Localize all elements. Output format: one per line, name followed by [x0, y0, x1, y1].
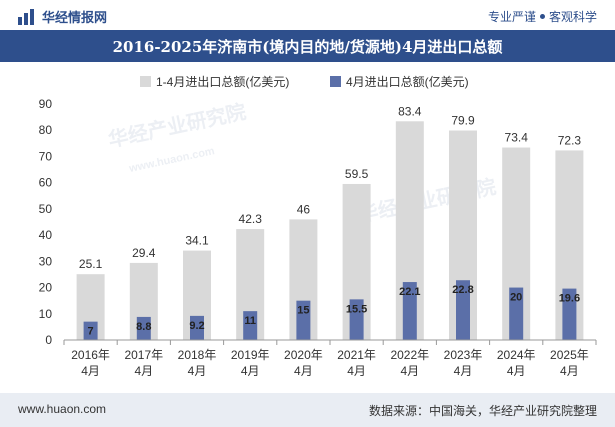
bar-april — [83, 321, 98, 340]
x-axis: 2016年 4月 2017年 4月 2018年 4月 2019年 4月 2020年 4月 2021年… — [63, 339, 597, 378]
bar-chart: 华经产业研究院 华经产业研究院 www.huaon.com 1-4月进出口总额(… — [39, 74, 597, 378]
chart-title: 2016-2025年济南市(境内目的地/货源地)4月进出口总额 — [0, 30, 615, 62]
data-label-april: 15.5 — [346, 303, 367, 315]
bar-april — [509, 287, 524, 340]
bar-april — [456, 280, 470, 340]
bar-april — [349, 299, 364, 340]
y-tick-label: 90 — [39, 97, 53, 111]
dot-separator-icon — [539, 14, 545, 19]
brand-name: 华经情报网 — [42, 10, 108, 25]
y-tick-label: 80 — [39, 123, 53, 137]
data-label-total: 42.3 — [239, 212, 263, 226]
footer-website[interactable]: www.huaon.com — [18, 402, 107, 416]
x-tick-label: 2018年 4月 — [178, 348, 217, 378]
data-label-april: 22.1 — [399, 286, 420, 298]
data-label-total: 34.1 — [185, 234, 209, 248]
data-label-april: 9.2 — [189, 320, 204, 332]
y-tick-label: 20 — [39, 281, 53, 295]
data-label-total: 72.3 — [558, 133, 582, 147]
bar-april — [562, 288, 577, 340]
top-bar: 华经情报网 专业严谨 客观科学 — [0, 0, 615, 30]
y-tick-label: 30 — [39, 254, 53, 268]
data-label-total: 25.1 — [79, 257, 103, 271]
bar-chart-logo-icon — [18, 8, 36, 25]
x-tick-label: 2024年 4月 — [497, 348, 536, 378]
y-tick-label: 10 — [39, 307, 53, 321]
bars: 25.1 7 29.4 8.8 34.1 9.2 42.3 11 46 15 59.5 15.5 83.… — [76, 104, 584, 340]
bar-april — [243, 311, 258, 340]
y-tick-label: 50 — [39, 202, 53, 216]
x-tick-label: 2019年 4月 — [231, 348, 270, 378]
data-label-april: 7 — [88, 326, 94, 338]
data-label-april: 20 — [510, 292, 522, 304]
legend-swatch — [140, 76, 151, 87]
data-label-total: 73.4 — [505, 131, 529, 145]
x-tick-label: 2017年 4月 — [124, 348, 163, 378]
data-label-total: 83.4 — [398, 104, 422, 118]
tagline: 专业严谨 客观科学 — [488, 8, 597, 25]
data-label-april: 11 — [244, 315, 256, 327]
data-label-april: 22.8 — [452, 284, 473, 296]
tagline-left: 专业严谨 — [487, 10, 536, 24]
footer-source: 数据来源：中国海关，华经产业研究院整理 — [368, 404, 597, 418]
watermark-text: 华经产业研究院 — [106, 99, 248, 152]
watermark-url: www.huaon.com — [127, 145, 216, 175]
data-label-total: 59.5 — [345, 167, 369, 181]
footer: www.huaon.com 数据来源：中国海关，华经产业研究院整理 — [0, 393, 615, 427]
y-tick-label: 70 — [39, 149, 53, 163]
data-label-april: 8.8 — [136, 321, 151, 333]
x-tick-label: 2025年 4月 — [550, 348, 589, 378]
y-tick-label: 0 — [45, 333, 52, 347]
x-tick-label: 2016年 4月 — [71, 348, 110, 378]
legend-label: 4月进出口总额(亿美元) — [346, 74, 469, 89]
data-label-total: 29.4 — [132, 246, 156, 260]
brand[interactable]: 华经情报网 — [18, 7, 107, 26]
bar-april — [402, 282, 417, 340]
data-label-april: 15 — [297, 305, 309, 317]
y-tick-label: 40 — [39, 228, 53, 242]
legend-label: 1-4月进出口总额(亿美元) — [156, 74, 289, 89]
y-axis: 0 10 20 30 40 50 60 70 80 90 — [39, 97, 53, 347]
x-tick-label: 2020年 4月 — [284, 348, 323, 378]
bar-april — [136, 316, 151, 340]
x-tick-label: 2022年 4月 — [390, 348, 429, 378]
legend: 1-4月进出口总额(亿美元) 4月进出口总额(亿美元) — [140, 74, 469, 89]
bar-april — [296, 300, 311, 340]
data-label-total: 46 — [297, 202, 311, 216]
bar-april — [190, 315, 204, 340]
x-tick-label: 2021年 4月 — [337, 348, 376, 378]
x-tick-label: 2023年 4月 — [444, 348, 483, 378]
data-label-april: 19.6 — [559, 293, 580, 305]
y-tick-label: 60 — [39, 176, 53, 190]
legend-swatch — [330, 76, 341, 87]
data-label-total: 79.9 — [451, 113, 475, 127]
tagline-right: 客观科学 — [548, 10, 597, 24]
